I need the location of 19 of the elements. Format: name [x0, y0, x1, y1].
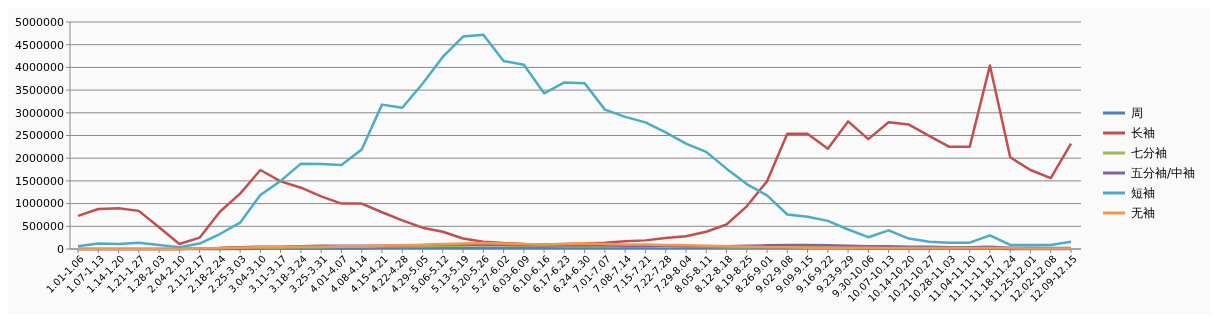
legend-label: 短袖: [1131, 186, 1155, 201]
y-tick-label: 4000000: [15, 61, 64, 75]
line-series: [76, 64, 1073, 246]
y-tick-label: 3000000: [15, 106, 64, 120]
y-tick-label: 4500000: [15, 38, 64, 52]
y-tick-label: 3500000: [15, 83, 64, 97]
line-series: [76, 33, 1073, 249]
y-tick-label: 5000000: [15, 15, 64, 29]
y-tick-label: 2000000: [15, 152, 64, 166]
y-tick-label: 500000: [22, 220, 64, 234]
y-tick-label: 2500000: [15, 129, 64, 143]
legend-label: 五分袖/中袖: [1131, 166, 1196, 181]
legend-label: 无袖: [1131, 206, 1155, 221]
y-tick-label: 1500000: [15, 174, 64, 188]
legend-label: 长袖: [1131, 126, 1155, 141]
y-tick-label: 1000000: [15, 197, 64, 211]
legend-label: 七分袖: [1131, 146, 1167, 161]
legend-label: 周: [1131, 106, 1143, 121]
y-tick-label: 0: [57, 242, 64, 256]
